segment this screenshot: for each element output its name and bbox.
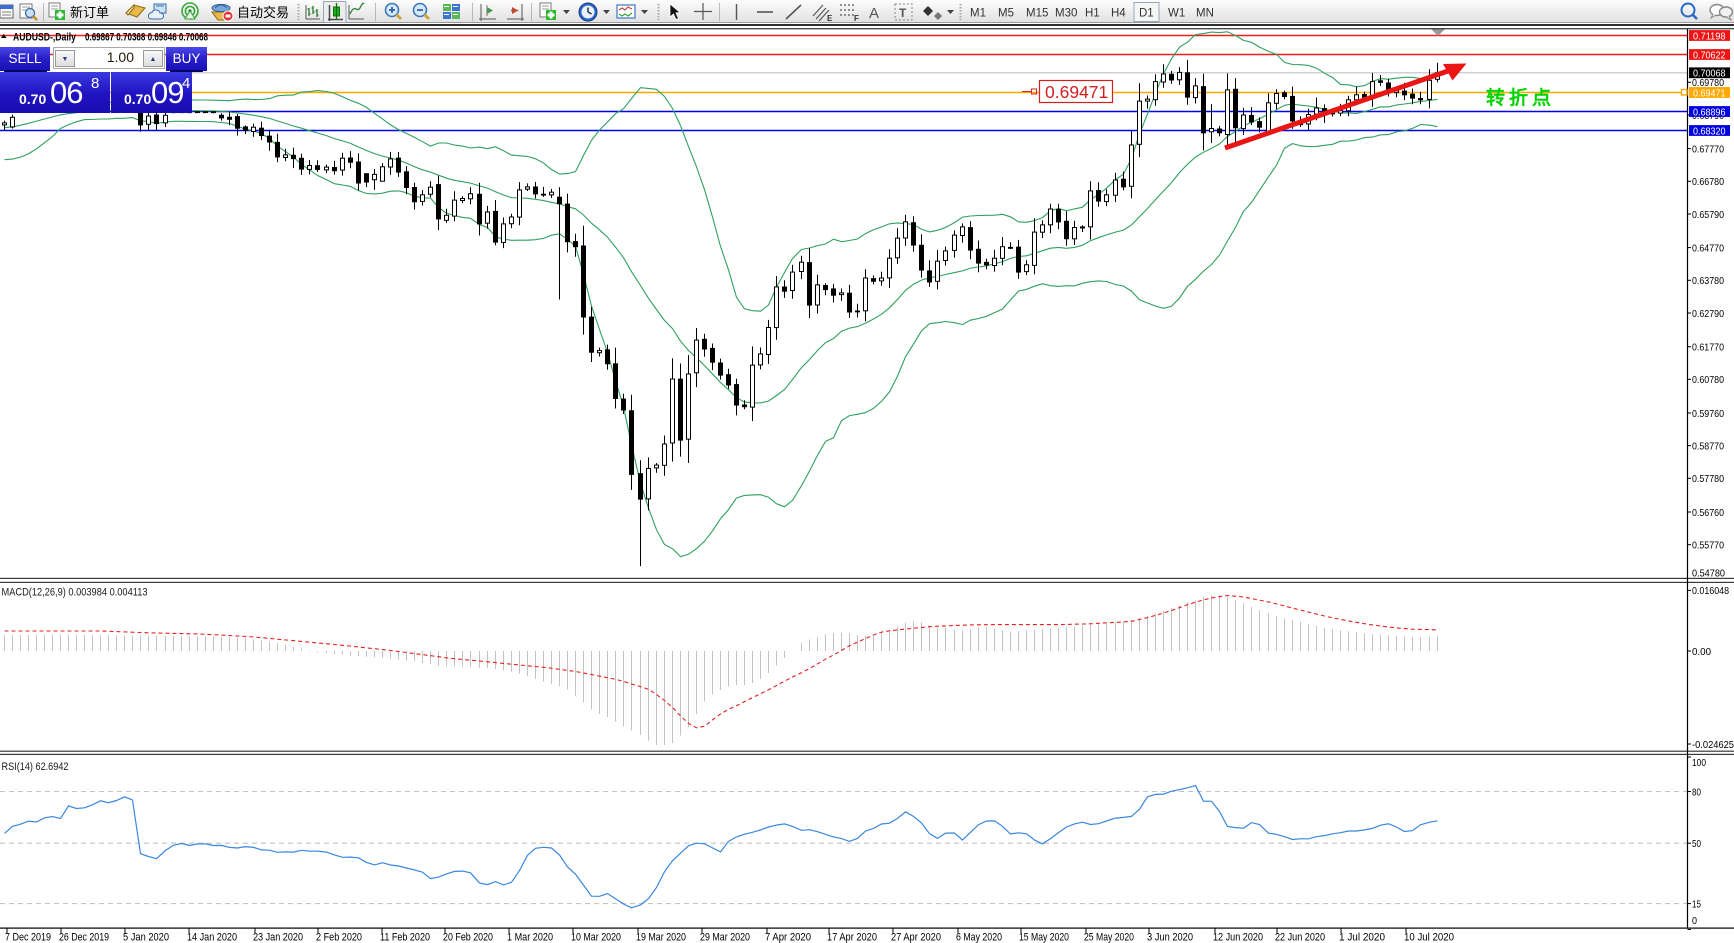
svg-text:AUDUSD-,Daily: AUDUSD-,Daily: [13, 32, 77, 44]
svg-text:F: F: [854, 14, 859, 23]
svg-text:M5: M5: [998, 8, 1014, 20]
svg-text:MN: MN: [1196, 8, 1214, 20]
svg-text:T: T: [899, 6, 907, 20]
svg-text:15: 15: [1692, 899, 1701, 911]
svg-text:17 Apr 2020: 17 Apr 2020: [827, 932, 877, 943]
svg-text:27 Apr 2020: 27 Apr 2020: [891, 932, 941, 943]
svg-text:E: E: [827, 14, 833, 23]
svg-text:0.58770: 0.58770: [1692, 441, 1724, 453]
svg-text:29 Mar 2020: 29 Mar 2020: [700, 932, 750, 943]
svg-text:15 May 2020: 15 May 2020: [1019, 932, 1069, 943]
svg-text:0.57780: 0.57780: [1692, 473, 1724, 485]
svg-text:0.64770: 0.64770: [1692, 242, 1724, 254]
svg-text:3 Jun 2020: 3 Jun 2020: [1147, 932, 1193, 943]
svg-text:自动交易: 自动交易: [237, 5, 289, 20]
svg-text:2 Feb 2020: 2 Feb 2020: [316, 932, 362, 943]
svg-text:1 Mar 2020: 1 Mar 2020: [507, 932, 553, 943]
svg-text:0.66780: 0.66780: [1692, 176, 1724, 188]
svg-text:0.59760: 0.59760: [1692, 408, 1724, 420]
svg-text:0.55770: 0.55770: [1692, 540, 1724, 552]
svg-text:0.61770: 0.61770: [1692, 342, 1724, 354]
svg-text:0.68896: 0.68896: [1693, 106, 1726, 118]
svg-text:M1: M1: [970, 8, 986, 20]
svg-text:100: 100: [1692, 757, 1706, 769]
svg-text:80: 80: [1692, 787, 1701, 799]
svg-text:19 Mar 2020: 19 Mar 2020: [636, 932, 686, 943]
svg-text:25 May 2020: 25 May 2020: [1084, 932, 1134, 943]
svg-text:0.016048: 0.016048: [1692, 585, 1729, 597]
svg-text:0.54780: 0.54780: [1692, 568, 1725, 580]
svg-text:0.65790: 0.65790: [1692, 209, 1724, 221]
svg-text:22 Jun 2020: 22 Jun 2020: [1275, 932, 1325, 943]
svg-text:0.67770: 0.67770: [1692, 143, 1724, 155]
svg-text:12 Jun 2020: 12 Jun 2020: [1213, 932, 1263, 943]
svg-text:W1: W1: [1168, 8, 1185, 20]
svg-text:转折点: 转折点: [1486, 86, 1555, 109]
svg-text:0.71198: 0.71198: [1693, 30, 1726, 42]
svg-text:-0.024625: -0.024625: [1692, 739, 1734, 751]
svg-text:D1: D1: [1139, 8, 1154, 20]
svg-text:M30: M30: [1055, 8, 1077, 20]
svg-text:10 Mar 2020: 10 Mar 2020: [571, 932, 621, 943]
svg-text:0.69867 0.70368 0.69846 0.7006: 0.69867 0.70368 0.69846 0.70068: [85, 32, 208, 44]
svg-text:0.60780: 0.60780: [1692, 374, 1724, 386]
svg-text:10 Jul 2020: 10 Jul 2020: [1404, 932, 1454, 943]
svg-text:0.63780: 0.63780: [1692, 275, 1724, 287]
svg-text:0.56760: 0.56760: [1692, 507, 1724, 519]
svg-text:M15: M15: [1026, 8, 1048, 20]
svg-text:0.69471: 0.69471: [1693, 87, 1726, 99]
svg-text:6 May 2020: 6 May 2020: [956, 932, 1002, 943]
svg-text:新订单: 新订单: [70, 5, 109, 20]
svg-text:5 Jan 2020: 5 Jan 2020: [123, 932, 169, 943]
svg-text:11 Feb 2020: 11 Feb 2020: [380, 932, 430, 943]
svg-text:0.62790: 0.62790: [1692, 308, 1724, 320]
svg-text:50: 50: [1692, 838, 1701, 850]
svg-text:H1: H1: [1085, 8, 1100, 20]
svg-text:0.70622: 0.70622: [1693, 49, 1726, 61]
svg-text:14 Jan 2020: 14 Jan 2020: [187, 932, 237, 943]
svg-text:RSI(14) 62.6942: RSI(14) 62.6942: [2, 761, 69, 773]
svg-text:0.00: 0.00: [1692, 646, 1711, 658]
svg-text:23 Jan 2020: 23 Jan 2020: [253, 932, 303, 943]
svg-text:7 Dec 2019: 7 Dec 2019: [5, 932, 51, 943]
svg-text:0.68320: 0.68320: [1693, 125, 1726, 137]
svg-text:0.69780: 0.69780: [1692, 77, 1724, 89]
svg-text:0: 0: [1692, 915, 1697, 927]
svg-text:20 Feb 2020: 20 Feb 2020: [443, 932, 493, 943]
svg-text:0.70068: 0.70068: [1693, 68, 1726, 80]
svg-text:26 Dec 2019: 26 Dec 2019: [59, 932, 109, 943]
svg-text:1 Jul 2020: 1 Jul 2020: [1339, 932, 1385, 943]
svg-text:H4: H4: [1111, 8, 1126, 20]
svg-text:0.69471: 0.69471: [1045, 82, 1108, 102]
svg-text:MACD(12,26,9) 0.003984 0.00411: MACD(12,26,9) 0.003984 0.004113: [2, 587, 148, 599]
svg-text:A: A: [869, 5, 879, 22]
svg-text:7 Apr 2020: 7 Apr 2020: [765, 932, 811, 943]
